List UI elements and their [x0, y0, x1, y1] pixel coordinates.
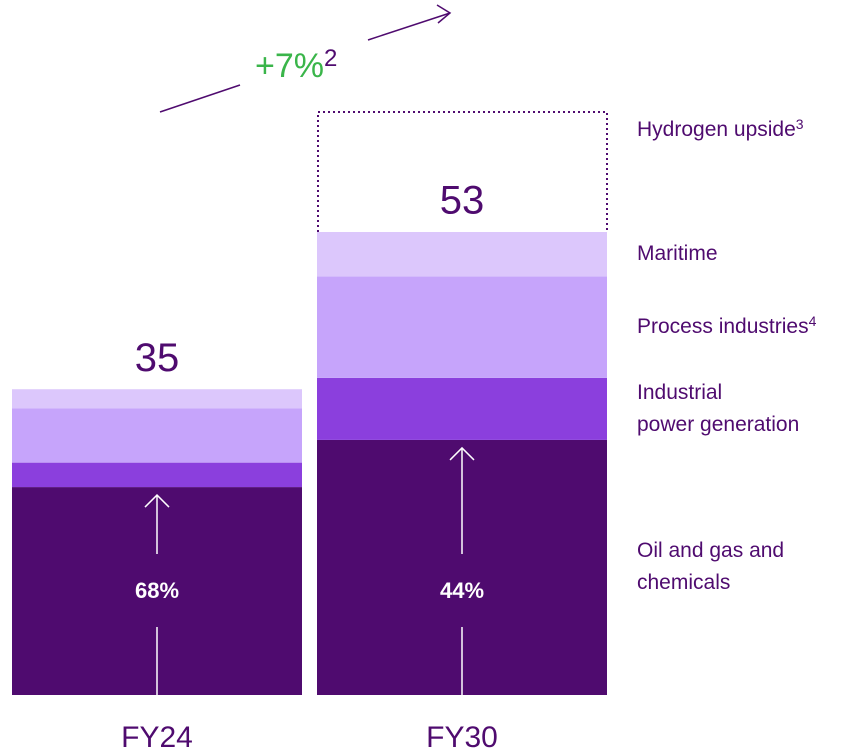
legend-item: Oil and gas and chemicals: [637, 535, 784, 599]
bar-segment: [317, 377, 607, 440]
footnote: 3: [795, 116, 804, 132]
total-label: 53: [440, 179, 485, 223]
growth-arrow: [367, 12, 451, 41]
bar-segment: [12, 389, 302, 409]
legend-label: Oil and gas and chemicals: [637, 539, 785, 595]
legend-item: Hydrogen upside3: [637, 114, 804, 146]
x-tick-label: FY30: [426, 721, 498, 754]
footnote: 4: [808, 313, 817, 330]
legend-label: Process industries: [637, 315, 809, 339]
share-label: 68%: [135, 578, 179, 603]
x-tick-label: FY24: [121, 721, 193, 754]
legend-label: Hydrogen upside: [637, 118, 796, 141]
bar-segment: [317, 276, 607, 378]
legend-item: Maritime: [637, 238, 718, 270]
bar-segment: [12, 408, 302, 463]
legend-label: Industrial power generation: [637, 380, 800, 436]
legend-label: Maritime: [637, 242, 718, 266]
legend-item: Industrial power generation: [637, 377, 799, 441]
hydrogen-box: [317, 111, 608, 232]
total-label: 35: [135, 336, 180, 380]
bar-segment: [12, 462, 302, 488]
share-label: 44%: [440, 578, 484, 603]
share-arrow-head: [144, 494, 170, 508]
growth-arrow: [159, 84, 241, 113]
bar-segment: [317, 232, 607, 277]
share-arrow-head: [449, 446, 475, 461]
growth-label: +7%2: [255, 45, 337, 85]
growth-arrow-head: [436, 4, 452, 24]
legend-item: Process industries4: [637, 311, 816, 343]
